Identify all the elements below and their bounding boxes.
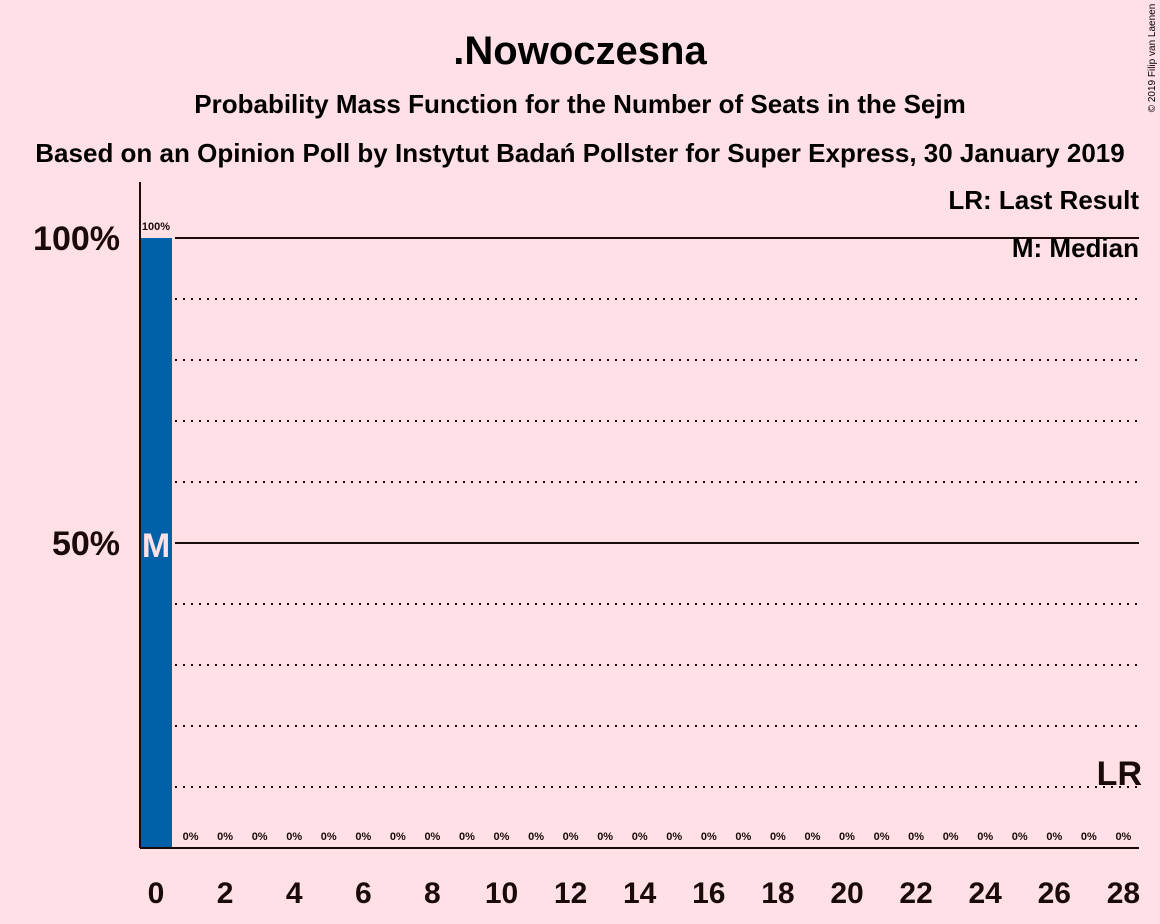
bars xyxy=(140,238,172,848)
markers: M LR xyxy=(142,527,1142,793)
value-label: 0% xyxy=(632,831,648,843)
x-tick-label: 10 xyxy=(485,877,518,910)
value-label: 0% xyxy=(1012,831,1028,843)
value-label: 0% xyxy=(943,831,959,843)
value-label: 0% xyxy=(563,831,579,843)
x-tick-label: 6 xyxy=(355,877,372,910)
x-tick-label: 8 xyxy=(424,877,441,910)
copyright-notice: © 2019 Filip van Laenen xyxy=(1147,4,1158,113)
data-labels: 100% 0% 0% 0% 0% 0% 0% 0% 0% 0% 0% 0% 0% 0% 0% 0% 0% 0% 0%… xyxy=(142,221,1132,843)
x-tick-label: 14 xyxy=(623,877,657,910)
x-tick-label: 20 xyxy=(830,877,863,910)
value-label: 0% xyxy=(839,831,855,843)
value-label: 0% xyxy=(804,831,820,843)
value-label: 0% xyxy=(217,831,233,843)
value-label: 0% xyxy=(874,831,890,843)
value-label: 0% xyxy=(1046,831,1062,843)
y-tick-label: 50% xyxy=(52,525,120,563)
x-tick-label: 22 xyxy=(899,877,932,910)
chart-subtitle: Probability Mass Function for the Number… xyxy=(194,89,965,119)
value-label: 100% xyxy=(142,221,170,233)
value-label: 0% xyxy=(494,831,510,843)
value-label: 0% xyxy=(390,831,406,843)
chart-title: .Nowoczesna xyxy=(453,29,707,73)
x-tick-label: 12 xyxy=(554,877,587,910)
value-label: 0% xyxy=(355,831,371,843)
value-label: 0% xyxy=(701,831,717,843)
x-tick-label: 4 xyxy=(286,877,303,910)
x-tick-label: 24 xyxy=(969,877,1003,910)
x-axis: 0 2 4 6 8 10 12 14 16 18 20 22 24 26 28 xyxy=(140,847,1140,910)
chart-subtitle-source: Based on an Opinion Poll by Instytut Bad… xyxy=(35,138,1124,168)
bar xyxy=(140,238,172,848)
value-label: 0% xyxy=(735,831,751,843)
x-tick-label: 28 xyxy=(1107,877,1140,910)
x-tick-label: 16 xyxy=(692,877,725,910)
value-label: 0% xyxy=(459,831,475,843)
x-tick-label: 26 xyxy=(1038,877,1071,910)
last-result-marker: LR xyxy=(1097,755,1142,793)
value-label: 0% xyxy=(770,831,786,843)
value-label: 0% xyxy=(286,831,302,843)
value-label: 0% xyxy=(424,831,440,843)
x-tick-label: 0 xyxy=(148,877,165,910)
value-label: 0% xyxy=(666,831,682,843)
legend-last-result: LR: Last Result xyxy=(948,185,1139,215)
value-label: 0% xyxy=(528,831,544,843)
value-label: 0% xyxy=(1115,831,1131,843)
x-tick-label: 2 xyxy=(217,877,234,910)
value-label: 0% xyxy=(977,831,993,843)
x-tick-label: 18 xyxy=(761,877,794,910)
value-label: 0% xyxy=(183,831,199,843)
median-marker: M xyxy=(142,527,170,565)
value-label: 0% xyxy=(321,831,337,843)
gridlines xyxy=(175,237,1139,788)
value-label: 0% xyxy=(1081,831,1097,843)
y-tick-label: 100% xyxy=(33,220,120,258)
y-axis: 50% 100% xyxy=(33,182,141,848)
value-label: 0% xyxy=(597,831,613,843)
value-label: 0% xyxy=(252,831,268,843)
value-label: 0% xyxy=(908,831,924,843)
